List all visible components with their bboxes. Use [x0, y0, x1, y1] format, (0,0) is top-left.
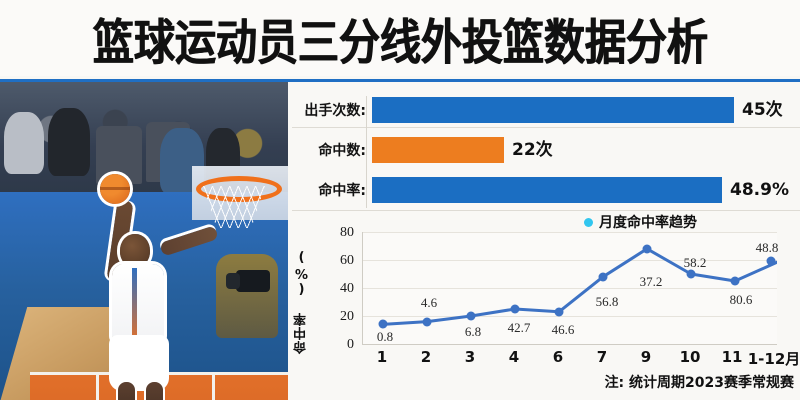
panel-divider-top — [292, 127, 800, 128]
monthly-trend-line-chart: 命中率 (%) 80 60 40 20 0 0.8 4.6 6 — [288, 212, 800, 400]
chart-legend: 月度命中率趋势 — [584, 212, 697, 232]
bar-value: 22次 — [512, 140, 553, 160]
bar-fill — [372, 97, 734, 123]
y-tick-0: 0 — [347, 337, 354, 352]
point-label: 0.8 — [376, 329, 394, 344]
plot-area: 0.8 4.6 6.8 42.7 46.6 56.8 37.2 58.2 80.… — [362, 232, 779, 345]
x-tick: 1-12月 — [747, 350, 800, 368]
point-label: 80.6 — [729, 292, 753, 307]
legend-label: 月度命中率趋势 — [599, 215, 697, 231]
legend-marker-icon — [584, 217, 593, 227]
point-label: 46.6 — [551, 322, 575, 337]
x-tick: 1 — [376, 348, 388, 366]
bar-fill — [372, 177, 722, 203]
trend-line — [381, 247, 777, 326]
x-tick: 7 — [596, 348, 608, 366]
bar-value: 45次 — [742, 100, 783, 120]
player-head — [120, 234, 150, 268]
basketball-icon — [100, 174, 130, 204]
bar-value: 48.9% — [730, 180, 789, 200]
bar-row: 出手次数: 45次 — [288, 96, 800, 124]
bar-track: 45次 — [372, 97, 800, 123]
court-line — [212, 372, 215, 400]
x-tick: 3 — [464, 348, 476, 366]
photographer — [216, 254, 278, 338]
data-point — [378, 319, 388, 329]
gridline — [363, 316, 777, 317]
court-line — [96, 372, 99, 400]
data-point — [554, 307, 564, 317]
basketball-dunk-photo — [0, 82, 288, 400]
x-tick: 11 — [721, 348, 743, 366]
chart-footnote: 注: 统计周期2023赛季常规赛 — [604, 375, 794, 391]
player-leg — [118, 382, 135, 400]
bar-fill — [372, 137, 504, 163]
jersey-stripe — [132, 268, 137, 342]
spectator — [4, 112, 44, 174]
bar-label: 命中数: — [318, 143, 366, 159]
point-label: 48.8 — [755, 240, 779, 255]
x-tick: 9 — [640, 348, 652, 366]
gridline — [363, 232, 777, 233]
x-tick: 6 — [552, 348, 564, 366]
data-point — [598, 272, 608, 282]
bar-label: 出手次数: — [304, 103, 366, 119]
point-label: 6.8 — [464, 324, 482, 339]
x-tick: 10 — [679, 348, 701, 366]
y-tick-20: 20 — [340, 309, 354, 324]
data-point — [642, 244, 652, 254]
data-point — [730, 276, 740, 286]
x-tick: 4 — [508, 348, 520, 366]
bar-row: 命中率: 48.9% — [288, 176, 800, 204]
data-point — [422, 317, 432, 327]
player-shorts — [112, 338, 166, 388]
bar-row: 命中数: 22次 — [288, 136, 800, 164]
bar-label: 命中率: — [318, 183, 366, 199]
player-leg — [146, 382, 163, 400]
summary-bar-chart: 出手次数: 45次 命中数: 22次 命中率: 48.9% — [288, 96, 800, 204]
data-point — [686, 269, 696, 279]
point-label: 4.6 — [420, 295, 438, 310]
point-label: 37.2 — [639, 274, 663, 289]
bar-track: 22次 — [372, 137, 800, 163]
point-label: 56.8 — [595, 294, 619, 309]
bar-track: 48.9% — [372, 177, 800, 203]
page-title: 篮球运动员三分线外投篮数据分析 — [92, 14, 708, 72]
x-tick: 2 — [420, 348, 432, 366]
gridline — [363, 288, 777, 289]
title-divider-rule — [0, 79, 800, 82]
point-label: 58.2 — [683, 255, 707, 270]
spectator — [48, 108, 90, 176]
data-point — [510, 304, 520, 314]
bar-baseline — [366, 96, 367, 208]
data-point — [766, 256, 776, 266]
point-label: 42.7 — [507, 320, 531, 335]
y-tick-60: 60 — [340, 253, 354, 268]
title-bar: 篮球运动员三分线外投篮数据分析 — [0, 0, 800, 76]
camera-icon — [226, 270, 270, 292]
y-tick-40: 40 — [340, 281, 354, 296]
y-tick-80: 80 — [340, 225, 354, 240]
data-point — [466, 311, 476, 321]
y-axis-label: 命中率 (%) — [294, 248, 309, 354]
gridline — [363, 260, 777, 261]
player-jersey — [112, 264, 164, 342]
panel-divider-bottom — [292, 210, 800, 211]
